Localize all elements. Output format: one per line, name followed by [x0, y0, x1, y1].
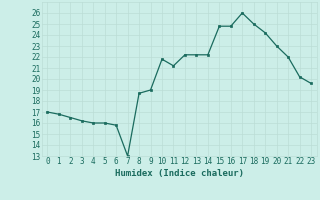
X-axis label: Humidex (Indice chaleur): Humidex (Indice chaleur)	[115, 169, 244, 178]
